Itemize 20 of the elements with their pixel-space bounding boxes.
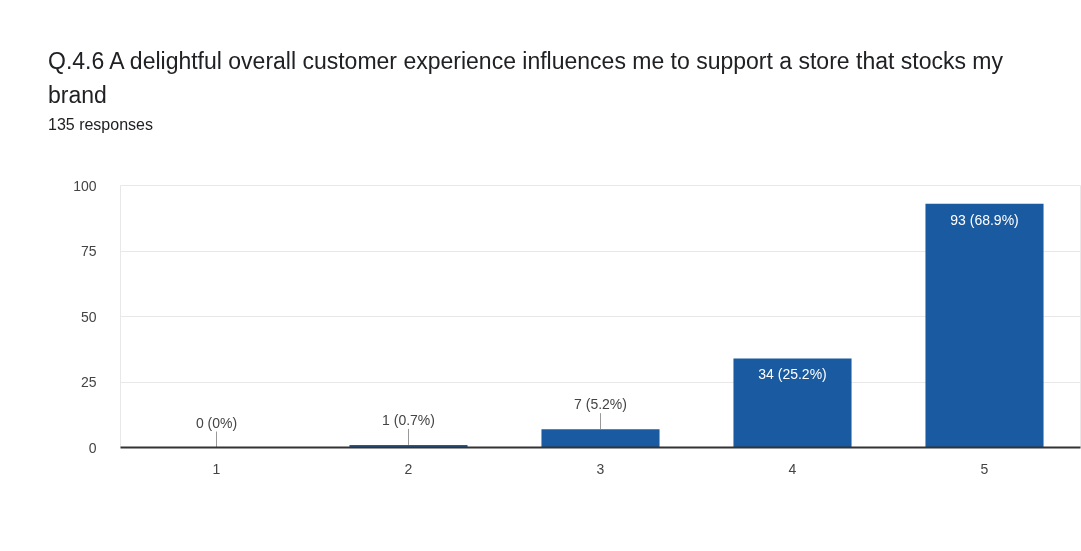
y-tick-label: 0: [88, 439, 97, 456]
y-tick-label: 75: [80, 243, 97, 259]
x-tick-label: 2: [404, 460, 413, 477]
data-label: 1 (0.7%): [382, 411, 435, 428]
chart-subtitle: 135 responses: [48, 115, 153, 135]
x-tick-label: 4: [788, 460, 797, 477]
bar: [925, 203, 1044, 448]
data-label: 7 (5.2%): [574, 396, 627, 413]
y-tick-label: 25: [80, 374, 97, 390]
data-label: 0 (0%): [195, 414, 238, 431]
bar: [541, 429, 660, 448]
data-label: 93 (68.9%): [950, 211, 1019, 228]
chart-title: Q.4.6 A delightful overall customer experience influences me to support a store that stocks my brand: [48, 47, 1004, 110]
x-tick-label: 1: [212, 460, 221, 477]
y-tick-label: 100: [73, 177, 97, 194]
x-tick-label: 3: [596, 460, 605, 477]
data-label: 34 (25.2%): [758, 366, 827, 383]
y-tick-label: 50: [80, 308, 97, 325]
x-tick-label: 5: [980, 460, 989, 477]
bar: [733, 358, 852, 448]
